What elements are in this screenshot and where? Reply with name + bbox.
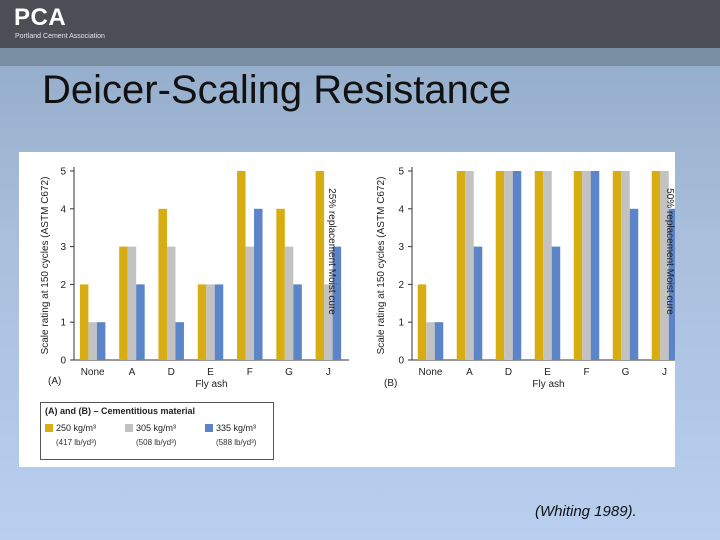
bar xyxy=(276,208,285,360)
x-tick-label: A xyxy=(466,367,473,378)
bar xyxy=(612,171,622,360)
legend-title: (A) and (B) – Cementitious material xyxy=(45,406,196,416)
x-tick-label: None xyxy=(419,367,443,378)
y-tick-label: 3 xyxy=(398,242,404,253)
bar xyxy=(573,171,583,360)
y-tick-label: 1 xyxy=(60,318,66,329)
legend-alt: (417 lb/yd³) xyxy=(56,438,97,447)
bar xyxy=(434,322,444,360)
x-axis-label: Fly ash xyxy=(532,379,564,390)
bar xyxy=(456,171,466,360)
x-tick-label: E xyxy=(544,367,551,378)
x-tick-label: E xyxy=(207,367,214,378)
bar xyxy=(534,171,544,360)
bar xyxy=(254,208,263,360)
bar xyxy=(206,284,215,360)
bar xyxy=(119,246,128,360)
y-tick-label: 4 xyxy=(60,204,66,215)
bar xyxy=(96,322,106,360)
bar xyxy=(127,246,137,360)
bar xyxy=(324,284,333,360)
legend-alt: (588 lb/yd³) xyxy=(216,438,257,447)
y-tick-label: 2 xyxy=(60,280,66,291)
bar xyxy=(315,171,325,360)
x-tick-label: F xyxy=(247,367,253,378)
legend-item-305: 305 kg/m³ xyxy=(125,423,176,433)
slide-title: Deicer-Scaling Resistance xyxy=(42,68,512,112)
legend-label: 305 kg/m³ xyxy=(136,423,177,433)
y-axis-label: Scale rating at 150 cycles (ASTM C672) xyxy=(376,177,387,355)
bar xyxy=(668,208,678,360)
title-band xyxy=(0,48,720,66)
y-tick-label: 1 xyxy=(398,318,404,329)
y-axis-label: Scale rating at 150 cycles (ASTM C672) xyxy=(40,177,51,355)
figure-panel: 0 1 2 3 4 5 None A D E F G J Fly ash Scale rating at 1… xyxy=(19,152,685,467)
y-tick-label: 0 xyxy=(60,356,66,367)
bar xyxy=(495,171,505,360)
pca-logo: PCA xyxy=(14,4,67,31)
x-tick-label: F xyxy=(583,367,589,378)
x-tick-label: A xyxy=(129,367,136,378)
legend-swatch-gold xyxy=(45,424,53,432)
bar xyxy=(590,171,600,360)
bar xyxy=(512,171,522,360)
y-tick-label: 5 xyxy=(60,167,66,178)
x-tick-label: None xyxy=(81,367,105,378)
bar xyxy=(660,171,669,360)
panel-label: (B) xyxy=(384,378,397,389)
bar xyxy=(465,171,474,360)
x-tick-label: G xyxy=(285,367,293,378)
bar xyxy=(417,284,427,360)
bar xyxy=(237,171,246,360)
bar xyxy=(136,284,145,360)
x-tick-label: D xyxy=(168,367,175,378)
bar xyxy=(582,171,591,360)
bar xyxy=(426,322,435,360)
bar xyxy=(197,284,207,360)
bar xyxy=(473,246,483,360)
legend-item-250: 250 kg/m³ xyxy=(45,423,96,433)
x-tick-label: D xyxy=(505,367,512,378)
legend-label: 335 kg/m³ xyxy=(216,423,257,433)
side-label: 25% replacement Moist cure xyxy=(326,188,337,315)
bar xyxy=(79,284,89,360)
legend-swatch-gray xyxy=(125,424,133,432)
y-tick-label: 4 xyxy=(398,204,404,215)
bar xyxy=(629,208,639,360)
bar xyxy=(293,284,302,360)
logo-subtitle: Portland Cement Association xyxy=(15,33,105,40)
y-tick-label: 2 xyxy=(398,280,404,291)
x-tick-label: G xyxy=(622,367,630,378)
legend-item-335: 335 kg/m³ xyxy=(205,423,256,433)
x-axis-label: Fly ash xyxy=(195,379,227,390)
x-tick-label: J xyxy=(662,367,667,378)
bar xyxy=(551,246,561,360)
bar xyxy=(332,246,342,360)
panel-label: (A) xyxy=(48,376,61,387)
y-tick-label: 5 xyxy=(398,167,404,178)
legend: (A) and (B) – Cementitious material 250 … xyxy=(40,402,274,460)
legend-alt: (508 lb/yd³) xyxy=(136,438,177,447)
bar xyxy=(621,171,630,360)
bar xyxy=(158,208,167,360)
chart-canvas: 0 1 2 3 4 5 None A D E F G J Fly ash Scale rating at 1… xyxy=(40,167,685,390)
bar xyxy=(166,246,176,360)
bar xyxy=(504,171,513,360)
y-tick-label: 0 xyxy=(398,356,404,367)
legend-label: 250 kg/m³ xyxy=(56,423,97,433)
x-tick-label: J xyxy=(326,367,331,378)
bar xyxy=(88,322,97,360)
bar xyxy=(214,284,224,360)
bar xyxy=(651,171,661,360)
citation: (Whiting 1989). xyxy=(535,503,637,520)
header-bar: PCA Portland Cement Association xyxy=(0,0,720,48)
side-label: 50% replacement Moist cure xyxy=(664,188,675,315)
bar xyxy=(284,246,294,360)
legend-swatch-blue xyxy=(205,424,213,432)
y-tick-label: 3 xyxy=(60,242,66,253)
bar xyxy=(175,322,184,360)
bar xyxy=(543,171,552,360)
bar xyxy=(245,246,255,360)
